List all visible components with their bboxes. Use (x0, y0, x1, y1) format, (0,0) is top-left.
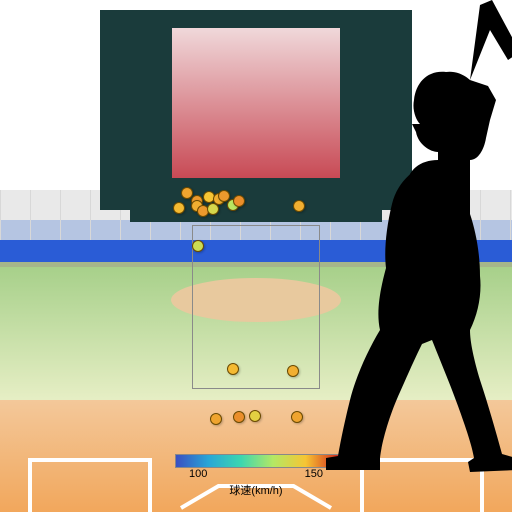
scoreboard-screen (172, 28, 340, 178)
pitch-dot (210, 413, 222, 425)
strike-zone (192, 225, 320, 389)
pitch-dot (293, 200, 305, 212)
pitch-dot (173, 202, 185, 214)
pitch-dot (233, 411, 245, 423)
pitch-dot (233, 195, 245, 207)
colorbar-tick: 100 (189, 468, 207, 480)
colorbar (175, 454, 339, 468)
pitch-dot (192, 240, 204, 252)
pitch-location-diagram: 100150球速(km/h) (0, 0, 512, 512)
pitch-dot (249, 410, 261, 422)
pitch-dot (287, 365, 299, 377)
colorbar-label: 球速(km/h) (175, 482, 337, 498)
pitch-dot (291, 411, 303, 423)
batter-silhouette (320, 0, 512, 480)
pitch-dot (227, 363, 239, 375)
